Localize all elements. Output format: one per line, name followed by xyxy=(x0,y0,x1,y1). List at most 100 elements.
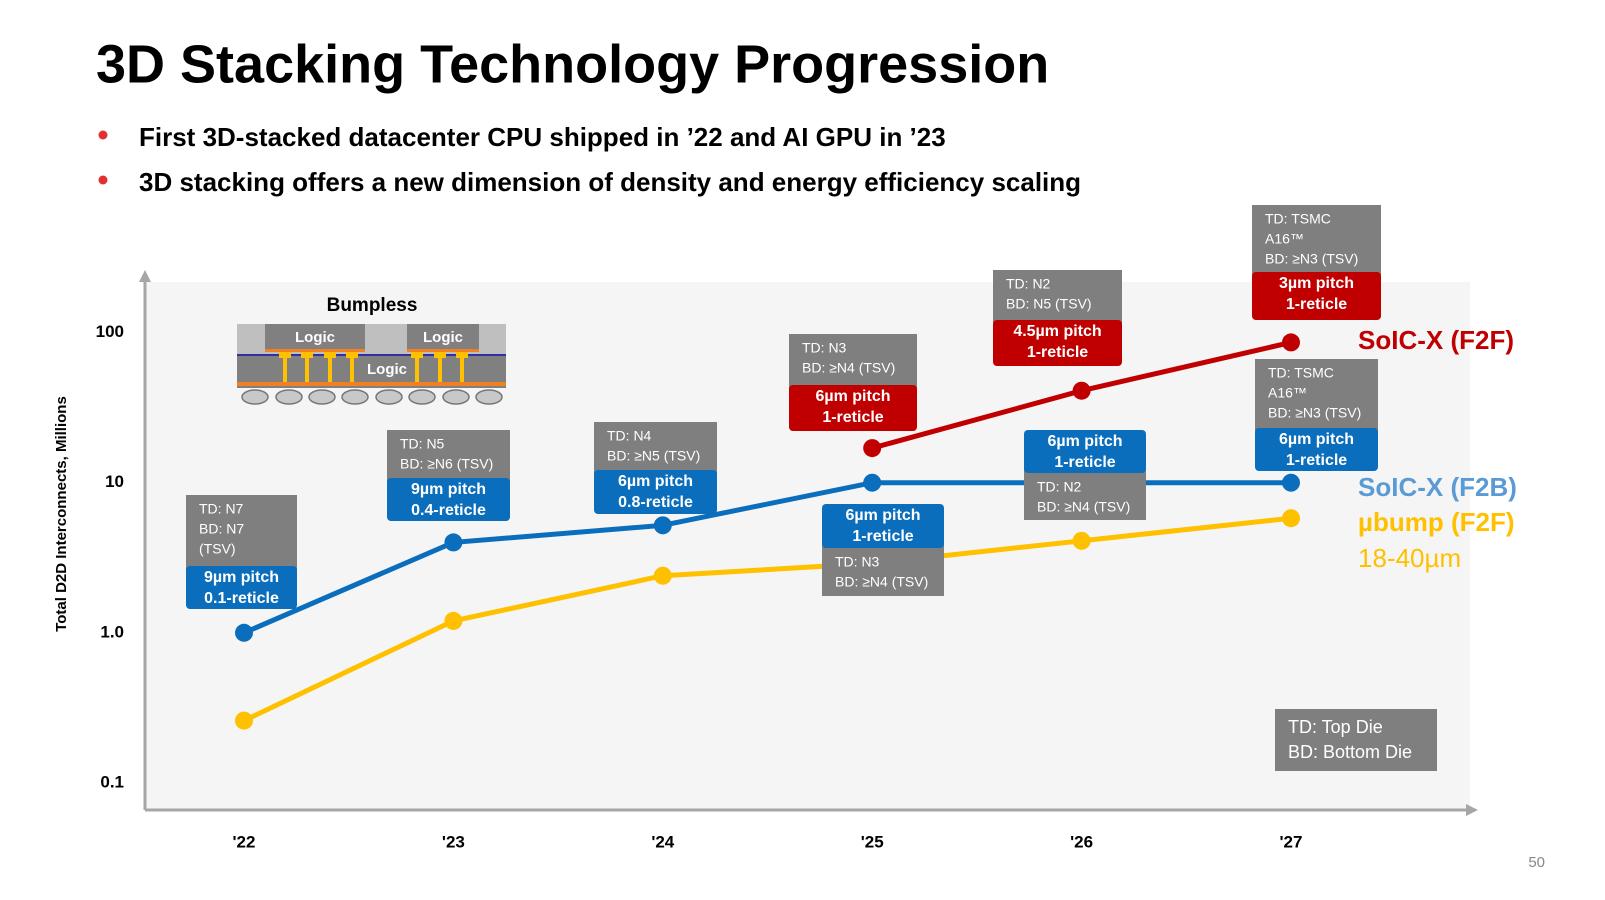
inset-label: Logic xyxy=(295,329,335,346)
detail-text: A16™ xyxy=(1265,231,1304,247)
x-tick-label: '26 xyxy=(1070,832,1093,851)
pitch-text: 9µm pitch xyxy=(204,569,279,586)
detail-text: TD: N2 xyxy=(1037,479,1082,495)
bullet: First 3D-stacked datacenter CPU shipped … xyxy=(139,122,946,152)
inset-line xyxy=(407,349,479,352)
detail-box xyxy=(993,270,1122,326)
detail-text: TD: N4 xyxy=(607,428,652,444)
key-text: TD: Top Die xyxy=(1288,717,1383,737)
inset-line xyxy=(265,349,365,352)
pitch-text: 6µm pitch xyxy=(815,388,890,405)
detail-box xyxy=(1252,205,1381,278)
x-tick-label: '24 xyxy=(651,832,674,851)
y-axis-label: Total D2D Interconnects, Millions xyxy=(53,396,70,632)
pitch-text: 1-reticle xyxy=(822,409,883,426)
pitch-text: 6µm pitch xyxy=(1279,431,1354,448)
detail-text: TD: N3 xyxy=(802,340,847,356)
x-tick-label: '27 xyxy=(1280,832,1303,851)
detail-box xyxy=(186,495,297,572)
detail-box xyxy=(594,422,717,476)
detail-box xyxy=(1255,359,1378,434)
key-text: BD: Bottom Die xyxy=(1288,742,1412,762)
pitch-text: 9µm pitch xyxy=(411,481,486,498)
data-point xyxy=(1072,531,1091,550)
detail-text: TD: TSMC xyxy=(1268,365,1334,381)
data-point xyxy=(1072,381,1091,400)
pitch-text: 4.5µm pitch xyxy=(1013,323,1101,340)
y-tick-label: 10 xyxy=(105,472,124,491)
bullet-dot xyxy=(98,130,108,140)
axis-arrow xyxy=(1466,804,1478,816)
y-tick-label: 0.1 xyxy=(100,772,124,791)
pitch-text: 6µm pitch xyxy=(845,507,920,524)
data-point xyxy=(653,516,672,535)
detail-text: TD: N7 xyxy=(199,501,244,517)
pitch-box xyxy=(789,385,917,431)
pitch-text: 1-reticle xyxy=(1054,454,1115,471)
pitch-text: 0.8-reticle xyxy=(618,494,693,511)
data-point xyxy=(235,711,253,730)
y-tick-label: 1.0 xyxy=(100,622,124,641)
y-tick-label: 100 xyxy=(96,322,124,341)
bullet: 3D stacking offers a new dimension of de… xyxy=(139,167,1081,197)
detail-text: BD: ≥N4 (TSV) xyxy=(1037,499,1130,515)
bumpless-inset: Bumpless Logic Logic Logic xyxy=(237,295,506,405)
inset-label: Logic xyxy=(367,361,407,378)
detail-text: A16™ xyxy=(1268,385,1307,401)
series-note: 18-40µm xyxy=(1358,543,1461,573)
inset-label: Logic xyxy=(423,329,463,346)
pitch-text: 6µm pitch xyxy=(618,473,693,490)
pitch-box xyxy=(993,320,1122,366)
detail-text: BD: ≥N4 (TSV) xyxy=(835,574,928,590)
data-point xyxy=(1282,509,1300,528)
detail-text: (TSV) xyxy=(199,541,236,557)
axis-arrow xyxy=(139,270,151,282)
inset-bumps xyxy=(241,389,503,405)
inset-line xyxy=(237,382,506,386)
pitch-text: 6µm pitch xyxy=(1047,433,1122,450)
series-label: SoIC-X (F2B) xyxy=(1358,472,1517,502)
inset-title: Bumpless xyxy=(327,295,418,316)
pitch-text: 0.1-reticle xyxy=(204,590,279,607)
detail-text: TD: N5 xyxy=(400,436,445,452)
pitch-text: 0.4-reticle xyxy=(411,502,486,519)
detail-text: BD: ≥N3 (TSV) xyxy=(1265,251,1358,267)
detail-text: TD: N3 xyxy=(835,554,880,570)
data-point xyxy=(235,623,253,642)
pitch-text: 1-reticle xyxy=(1286,296,1347,313)
inset-vias xyxy=(279,352,468,382)
data-point xyxy=(863,439,882,458)
detail-text: TD: N2 xyxy=(1006,276,1051,292)
pitch-box xyxy=(387,478,510,521)
pitch-text: 3µm pitch xyxy=(1279,275,1354,292)
detail-box xyxy=(387,430,510,484)
data-point xyxy=(1282,333,1300,352)
detail-text: BD: ≥N4 (TSV) xyxy=(802,360,895,376)
key-box xyxy=(1275,709,1437,771)
series-label: SoIC-X (F2F) xyxy=(1358,325,1514,355)
detail-text: BD: ≥N5 (TSV) xyxy=(607,448,700,464)
bullet-dot xyxy=(98,175,108,185)
series-label: µbump (F2F) xyxy=(1358,507,1515,537)
detail-box xyxy=(789,334,917,391)
slide-title: 3D Stacking Technology Progression xyxy=(96,34,1049,94)
data-point xyxy=(1282,473,1300,492)
detail-text: BD: N5 (TSV) xyxy=(1006,296,1092,312)
data-point xyxy=(653,566,672,585)
x-tick-label: '23 xyxy=(442,832,465,851)
data-point xyxy=(863,473,882,492)
inset-die xyxy=(407,324,479,351)
data-point xyxy=(444,533,463,552)
pitch-box xyxy=(1024,430,1146,473)
pitch-box xyxy=(1255,428,1378,471)
x-tick-label: '22 xyxy=(233,832,256,851)
pitch-box xyxy=(594,470,717,514)
detail-box xyxy=(822,544,944,596)
pitch-box xyxy=(822,504,944,548)
data-point xyxy=(444,611,463,630)
detail-text: TD: TSMC xyxy=(1265,211,1331,227)
pitch-text: 1-reticle xyxy=(852,528,913,545)
x-tick-label: '25 xyxy=(861,832,884,851)
pitch-box xyxy=(1252,272,1381,320)
